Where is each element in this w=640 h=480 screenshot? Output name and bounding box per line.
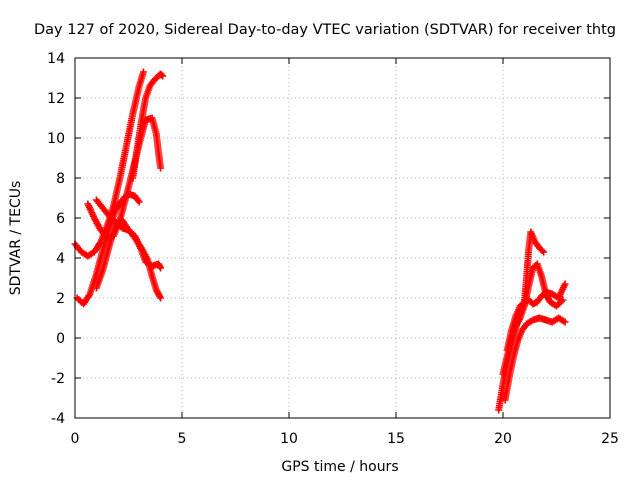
data-point [157, 164, 165, 172]
y-tick-label: 6 [56, 211, 65, 227]
x-tick-label: 15 [387, 431, 405, 447]
chart-title: Day 127 of 2020, Sidereal Day-to-day VTE… [34, 22, 616, 38]
x-tick-label: 10 [280, 431, 298, 447]
y-tick-label: 4 [56, 251, 65, 267]
data-point [561, 318, 569, 326]
x-tick-label: 20 [494, 431, 512, 447]
y-tick-label: 14 [47, 51, 65, 67]
data-point [135, 198, 143, 206]
data-point [157, 264, 165, 272]
series-arc-6 [129, 70, 167, 182]
data-point [158, 71, 166, 79]
y-axis-label: SDTVAR / TECUs [8, 181, 24, 296]
y-tick-label: -2 [51, 371, 65, 387]
y-tick-label: 0 [56, 331, 65, 347]
y-tick-label: 12 [47, 91, 65, 107]
y-tick-label: 10 [47, 131, 65, 147]
x-tick-label: 0 [71, 431, 80, 447]
data-point [538, 247, 546, 255]
grid-lines [75, 58, 610, 418]
series-arc-5 [92, 196, 165, 272]
data-point [561, 280, 569, 288]
y-tick-label: -4 [51, 411, 65, 427]
x-tick-label: 5 [178, 431, 187, 447]
data-point [159, 72, 167, 80]
y-tick-label: 8 [56, 171, 65, 187]
axis-ticks: 0 5 10 15 20 25 -4 -2 0 2 4 6 8 10 12 14 [47, 51, 619, 447]
series-arc-9 [501, 314, 569, 404]
x-axis-label: GPS time / hours [281, 459, 398, 475]
x-tick-label: 25 [601, 431, 619, 447]
data-point [134, 197, 142, 204]
data-point [519, 299, 527, 307]
series-arc-10 [503, 228, 548, 354]
y-tick-label: 2 [56, 291, 65, 307]
data-point [540, 248, 548, 256]
data-point [139, 68, 147, 76]
data-points [71, 68, 569, 414]
plot-frame [74, 57, 611, 419]
data-point [157, 294, 165, 302]
data-point [559, 296, 567, 304]
